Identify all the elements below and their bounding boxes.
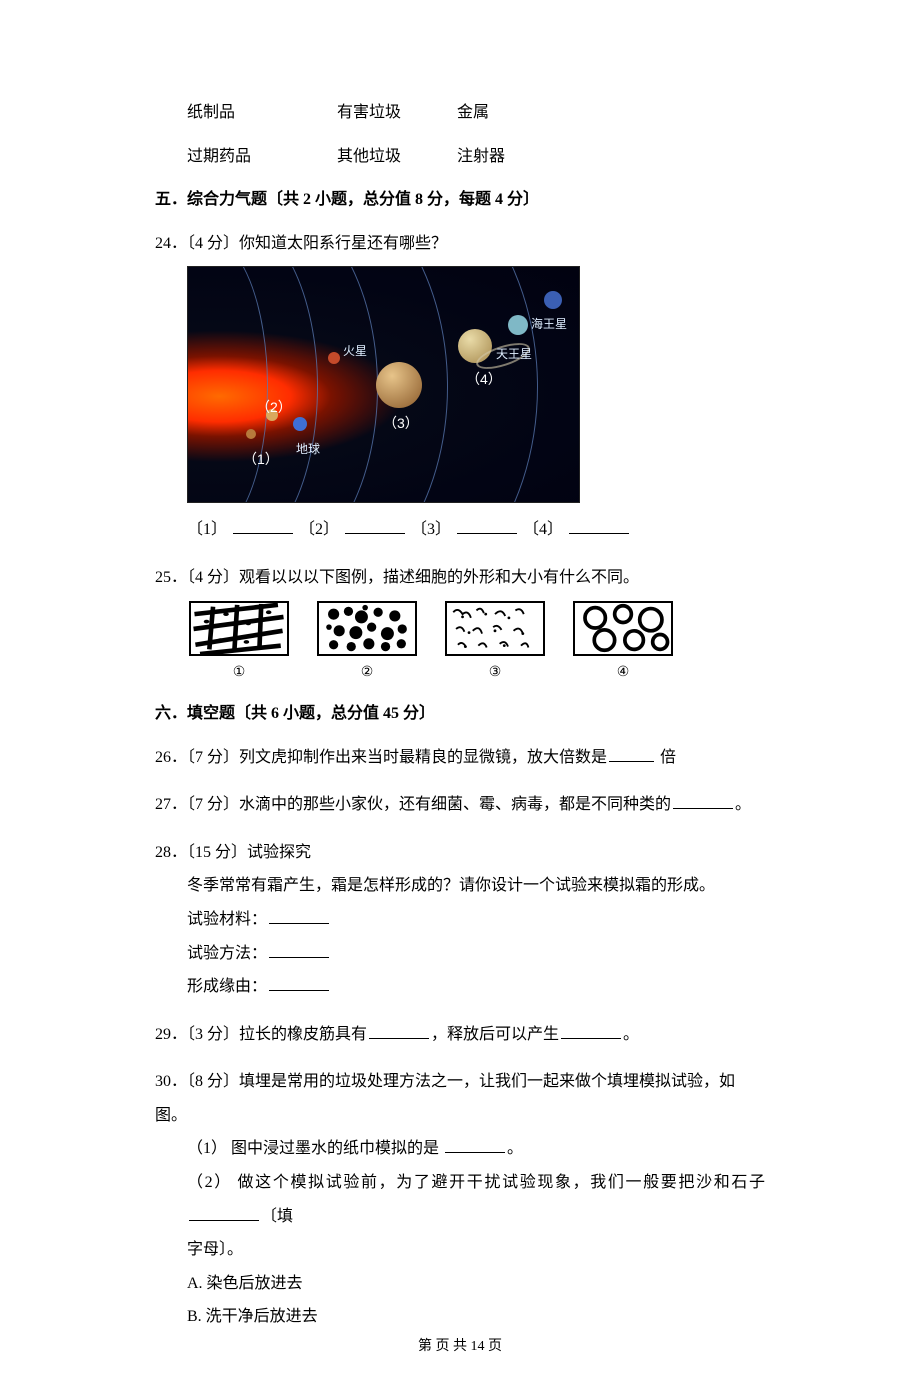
- q29-pre: 29．〔3 分〕拉长的橡皮筋具有: [155, 1026, 367, 1043]
- ans-3-label: 〔3〕: [411, 521, 451, 538]
- q24-answers: 〔1〕 〔2〕 〔3〕 〔4〕: [155, 513, 765, 547]
- q30-optB: B. 洗干净后放进去: [155, 1300, 765, 1334]
- blank[interactable]: [269, 942, 329, 958]
- solar-system-image: 火星 地球 天王星 海王星 （1） （2） （3） （4）: [187, 266, 580, 503]
- question-26: 26．〔7 分〕列文虎抑制作出来当时最精良的显微镜，放大倍数是 倍: [155, 741, 765, 775]
- blank[interactable]: [457, 518, 517, 534]
- cell-svg-1: [189, 601, 289, 656]
- cell-cap-4: ④: [573, 658, 673, 687]
- cell: 有害垃圾: [337, 100, 457, 126]
- blank[interactable]: [609, 746, 654, 762]
- question-27: 27．〔7 分〕水滴中的那些小家伙，还有细菌、霉、病毒，都是不同种类的 。: [155, 788, 765, 822]
- num-1: （1）: [243, 445, 279, 474]
- cell: 纸制品: [187, 100, 337, 126]
- cell-box-2: ②: [317, 601, 417, 687]
- q28-desc: 冬季常常有霜产生，霜是怎样形成的？请你设计一个试验来模拟霜的形成。: [155, 869, 765, 903]
- question-28: 28．〔15 分〕试验探究 冬季常常有霜产生，霜是怎样形成的？请你设计一个试验来…: [155, 836, 765, 1004]
- q28-title: 28．〔15 分〕试验探究: [155, 836, 765, 870]
- blank[interactable]: [189, 1205, 259, 1221]
- blank[interactable]: [345, 518, 405, 534]
- q30-p2c: 字母〕。: [155, 1233, 765, 1267]
- question-29: 29．〔3 分〕拉长的橡皮筋具有 ，释放后可以产生 。: [155, 1018, 765, 1052]
- section-5-title: 五．综合力气题〔共 2 小题，总分值 8 分，每题 4 分〕: [155, 187, 765, 213]
- blank[interactable]: [269, 908, 329, 924]
- q30-optA: A. 染色后放进去: [155, 1267, 765, 1301]
- q30-p2b: 〔填: [261, 1208, 293, 1225]
- q29-mid: ，释放后可以产生: [431, 1026, 559, 1043]
- num-3: （3）: [383, 409, 419, 438]
- blank[interactable]: [233, 518, 293, 534]
- ans-1-label: 〔1〕: [187, 521, 227, 538]
- blank[interactable]: [673, 793, 733, 809]
- q24-text: 24．〔4 分〕你知道太阳系行星还有哪些？: [155, 227, 765, 261]
- table-row-2: 过期药品 其他垃圾 注射器: [155, 144, 765, 170]
- q28-l1: 试验材料：: [187, 911, 267, 928]
- cell: 金属: [457, 100, 577, 126]
- cell-cap-2: ②: [317, 658, 417, 687]
- num-4: （4）: [466, 365, 502, 394]
- num-2: （2）: [256, 393, 292, 422]
- q28-line-1: 试验材料：: [155, 903, 765, 937]
- cell-box-1: ①: [189, 601, 289, 687]
- label-earth: 地球: [296, 437, 320, 462]
- label-mars: 火星: [343, 339, 367, 364]
- blank[interactable]: [269, 975, 329, 991]
- q30-p2a: （2） 做这个模拟试验前，为了避开干扰试验现象，我们一般要把沙和石子: [187, 1174, 765, 1191]
- blank[interactable]: [561, 1023, 621, 1039]
- table-row-1: 纸制品 有害垃圾 金属: [155, 100, 765, 126]
- question-30: 30．〔8 分〕填埋是常用的垃圾处理方法之一，让我们一起来做个填埋模拟试验，如图…: [155, 1065, 765, 1334]
- cell-images-row: ① ②: [189, 601, 765, 687]
- ans-4-label: 〔4〕: [523, 521, 563, 538]
- q28-l3: 形成缘由：: [187, 978, 267, 995]
- q30-p1a: （1） 图中浸过墨水的纸巾模拟的是: [187, 1140, 443, 1157]
- q26-post: 倍: [656, 749, 676, 766]
- cell-box-3: ③: [445, 601, 545, 687]
- q25-text: 25．〔4 分〕观看以以以下图例，描述细胞的外形和大小有什么不同。: [155, 561, 765, 595]
- q27-pre: 27．〔7 分〕水滴中的那些小家伙，还有细菌、霉、病毒，都是不同种类的: [155, 796, 671, 813]
- q30-p1b: 。: [507, 1140, 523, 1157]
- blank[interactable]: [445, 1137, 505, 1153]
- cell: 注射器: [457, 144, 577, 170]
- cell-svg-4: [573, 601, 673, 656]
- question-24: 24．〔4 分〕你知道太阳系行星还有哪些？ 火星 地球 天王星 海王星 （1） …: [155, 227, 765, 547]
- question-25: 25．〔4 分〕观看以以以下图例，描述细胞的外形和大小有什么不同。 ①: [155, 561, 765, 687]
- cell: 其他垃圾: [337, 144, 457, 170]
- page-footer: 第 页 共 14 页: [0, 1336, 920, 1358]
- label-uranus: 天王星: [496, 342, 532, 367]
- q30-p2: （2） 做这个模拟试验前，为了避开干扰试验现象，我们一般要把沙和石子 〔填: [155, 1166, 765, 1233]
- cell-svg-2: [317, 601, 417, 656]
- q30-title: 30．〔8 分〕填埋是常用的垃圾处理方法之一，让我们一起来做个填埋模拟试验，如图…: [155, 1065, 765, 1132]
- q30-p1: （1） 图中浸过墨水的纸巾模拟的是 。: [155, 1132, 765, 1166]
- q26-pre: 26．〔7 分〕列文虎抑制作出来当时最精良的显微镜，放大倍数是: [155, 749, 607, 766]
- section-6-title: 六．填空题〔共 6 小题，总分值 45 分〕: [155, 701, 765, 727]
- cell-box-4: ④: [573, 601, 673, 687]
- cell-cap-3: ③: [445, 658, 545, 687]
- cell: 过期药品: [187, 144, 337, 170]
- q28-line-3: 形成缘由：: [155, 970, 765, 1004]
- label-neptune: 海王星: [531, 312, 567, 337]
- q27-post: 。: [735, 796, 751, 813]
- q29-post: 。: [623, 1026, 639, 1043]
- blank[interactable]: [569, 518, 629, 534]
- cell-cap-1: ①: [189, 658, 289, 687]
- blank[interactable]: [369, 1023, 429, 1039]
- cell-svg-3: [445, 601, 545, 656]
- q28-l2: 试验方法：: [187, 945, 267, 962]
- q28-line-2: 试验方法：: [155, 937, 765, 971]
- ans-2-label: 〔2〕: [299, 521, 339, 538]
